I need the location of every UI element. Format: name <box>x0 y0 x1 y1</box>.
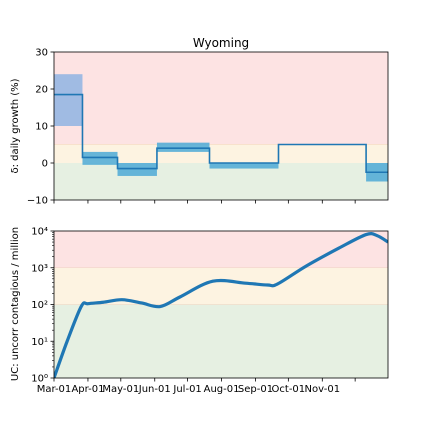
growth-y-ticks: 30 20 10 0 −10 <box>27 48 54 207</box>
growth-zone-1 <box>54 144 388 163</box>
contagious-xtick-label: Jun-01 <box>138 384 171 395</box>
contagious-ytick-label: 10¹ <box>31 337 48 348</box>
growth-ytick-label: 10 <box>35 122 48 133</box>
contagious-xtick-label: Jul-01 <box>172 384 201 395</box>
contagious-xtick-label: Sep-01 <box>238 384 273 395</box>
chart-title: Wyoming <box>193 36 249 50</box>
growth-zones <box>54 52 388 200</box>
growth-x-ticks <box>53 200 356 204</box>
growth-panel: Wyoming 30 20 10 0 −10 δ: daily growth (%) <box>10 36 389 207</box>
contagious-xtick-label: Nov-01 <box>304 384 340 395</box>
growth-ytick-label: 30 <box>35 48 48 59</box>
contagious-zone-0 <box>54 231 388 268</box>
contagious-ytick-label: 10⁰ <box>31 374 48 385</box>
contagious-zones <box>54 231 388 378</box>
contagious-y-ticks: 10⁴ 10³ 10² 10¹ 10⁰ <box>31 227 54 385</box>
contagious-zone-2 <box>54 304 388 378</box>
contagious-y-axis-label: UC: uncorr contagious / million <box>10 227 21 381</box>
growth-band-0 <box>54 74 83 126</box>
growth-y-axis-label: δ: daily growth (%) <box>10 78 21 173</box>
growth-uncertainty-bands <box>54 74 388 182</box>
contagious-xtick-label: Apr-01 <box>71 384 104 395</box>
growth-band-1 <box>82 151 118 165</box>
contagious-ytick-label: 10⁴ <box>31 227 48 238</box>
contagious-xtick-label: Oct-01 <box>272 384 306 395</box>
growth-ytick-label: 20 <box>35 85 48 96</box>
contagious-xtick-label: Aug-01 <box>204 384 240 395</box>
growth-zone-0 <box>54 52 388 145</box>
growth-step-line <box>54 93 388 174</box>
growth-band-2 <box>117 163 157 176</box>
contagious-xtick-label: Mar-01 <box>37 384 72 395</box>
contagious-ytick-label: 10³ <box>31 263 48 274</box>
contagious-xtick-label: May-01 <box>102 384 139 395</box>
growth-step-path <box>54 93 388 174</box>
growth-band-3 <box>156 142 210 152</box>
growth-ytick-label: −10 <box>27 196 48 207</box>
growth-band-4 <box>209 163 279 169</box>
growth-ytick-label: 0 <box>42 159 48 170</box>
contagious-ytick-label: 10² <box>31 300 48 311</box>
growth-zone-2 <box>54 163 388 200</box>
contagious-curve <box>54 232 388 378</box>
contagious-line <box>54 232 388 378</box>
contagious-zone-1 <box>54 267 388 305</box>
